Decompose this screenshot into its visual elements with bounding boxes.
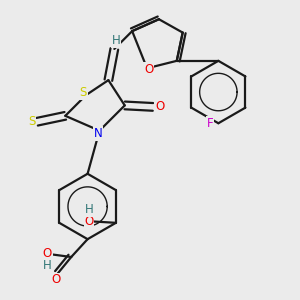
Text: O: O <box>85 214 94 227</box>
Text: O: O <box>52 273 61 286</box>
Text: F: F <box>207 117 213 130</box>
Text: H: H <box>85 203 94 216</box>
Text: N: N <box>94 127 102 140</box>
Text: S: S <box>28 115 35 128</box>
Text: O: O <box>144 63 153 76</box>
Text: S: S <box>80 86 87 99</box>
Text: O: O <box>43 247 52 260</box>
Text: H: H <box>111 34 120 47</box>
Text: O: O <box>155 100 164 113</box>
Text: H: H <box>43 259 52 272</box>
